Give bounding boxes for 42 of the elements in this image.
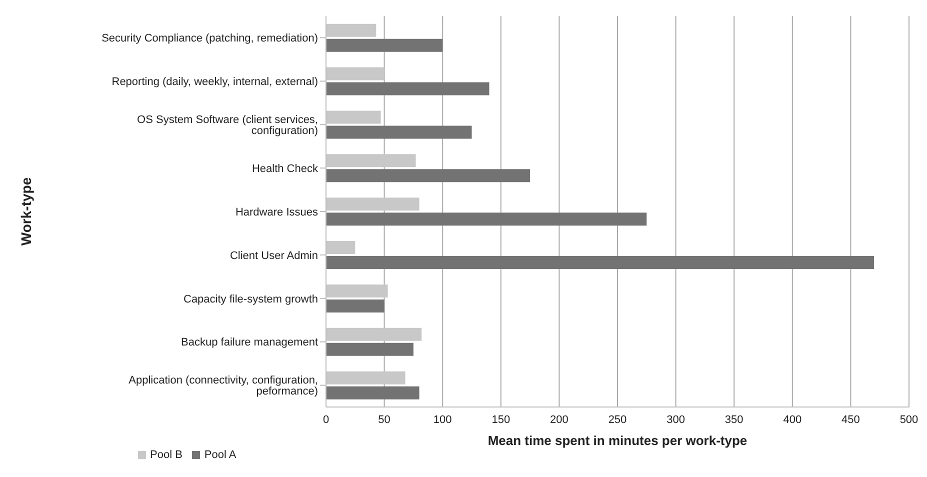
y-tick-label: OS System Software (client services, configuration) (137, 114, 318, 138)
x-tick-label: 350 (724, 414, 744, 426)
x-tick-label: 450 (842, 414, 860, 426)
bar (326, 386, 420, 400)
bar (326, 67, 384, 80)
x-tick-label: 400 (783, 414, 802, 426)
y-tick-label: Application (connectivity, configuration, peformance) (128, 374, 318, 398)
bar (326, 256, 874, 270)
x-tick-label: 500 (900, 414, 918, 426)
bar (326, 241, 356, 254)
x-tick-label: 100 (433, 414, 452, 426)
y-tick-label: Hardware Issues (235, 206, 318, 218)
bar (326, 328, 422, 341)
bar (326, 126, 472, 139)
bar (326, 212, 647, 226)
legend-label: Pool B (150, 449, 182, 461)
y-tick-label: Reporting (daily, weekly, internal, external) (112, 76, 318, 88)
x-tick-label: 150 (492, 414, 510, 426)
y-tick-label: Security Compliance (patching, remediation) (102, 32, 318, 45)
y-tick-label: Client User Admin (230, 250, 318, 262)
bar (326, 169, 530, 182)
bar (326, 342, 414, 356)
x-tick-label: 0 (322, 414, 330, 426)
x-tick-label: 300 (666, 414, 685, 426)
bar (326, 371, 406, 384)
bar (326, 198, 420, 211)
y-axis-title: Work-type (18, 177, 34, 246)
bar (326, 299, 384, 312)
legend-label: Pool A (204, 449, 236, 461)
x-tick-label: 200 (550, 414, 568, 426)
bar (326, 38, 443, 52)
y-tick-label: Backup failure management (181, 336, 318, 349)
bar (326, 24, 376, 37)
y-tick-label: Health Check (252, 162, 318, 175)
bar (326, 154, 416, 168)
bar (326, 110, 381, 124)
x-tick-label: 50 (378, 414, 390, 426)
bar (326, 82, 490, 96)
bar (326, 284, 388, 298)
x-axis-title: Mean time spent in minutes per work-type (488, 433, 748, 448)
x-tick-label: 250 (608, 414, 627, 426)
y-tick-label: Capacity file-system growth (184, 293, 318, 306)
